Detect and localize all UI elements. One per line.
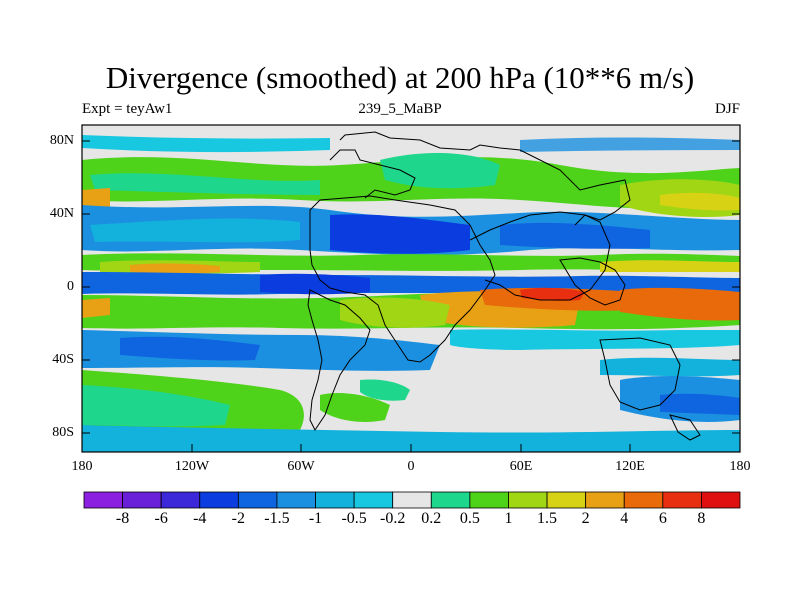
colorbar-swatch: [546, 491, 587, 509]
colorbar-label: 1: [504, 510, 513, 527]
lat-label-80s: 80S: [52, 425, 74, 440]
lat-label-40s: 40S: [52, 352, 74, 367]
colorbar-swatch: [83, 491, 123, 509]
colorbar-swatch: [160, 491, 201, 509]
colorbar-label: -0.5: [341, 510, 367, 527]
season-label: DJF: [714, 101, 740, 117]
colorbar-label: 6: [658, 510, 667, 527]
lat-label-80n: 80N: [49, 133, 74, 148]
colorbar-label: -4: [193, 510, 207, 527]
experiment-label: Expt = teyAw1: [82, 101, 173, 117]
colorbar-label: -2: [231, 510, 245, 527]
colorbar-swatch: [237, 491, 278, 509]
colorbar-label: 8: [697, 510, 706, 527]
colorbar-swatch: [315, 491, 355, 509]
colorbar-swatch: [430, 491, 471, 509]
lon-label-120e: 120E: [615, 459, 645, 474]
lat-label-40n: 40N: [49, 206, 74, 221]
colorbar-label: -0.2: [380, 510, 406, 527]
colorbar-swatch: [701, 491, 741, 509]
colorbar-swatch: [623, 491, 664, 509]
map-title: Divergence (smoothed) at 200 hPa (10**6 …: [105, 60, 695, 95]
colorbar-swatch: [199, 491, 239, 509]
colorbar-swatch: [469, 491, 509, 509]
colorbar-swatch: [585, 491, 625, 509]
continent-outlines: [307, 131, 701, 441]
colorbar-label: 4: [620, 510, 629, 527]
colorbar: [83, 491, 741, 509]
colorbar-swatch: [662, 491, 702, 509]
lon-label-120w: 120W: [174, 459, 210, 474]
colorbar-label: -1.5: [264, 510, 290, 527]
period-label: 239_5_MaBP: [358, 101, 442, 117]
lon-label-180w: 180: [71, 459, 93, 474]
colorbar-label: -6: [154, 510, 168, 527]
lon-label-0: 0: [407, 459, 415, 474]
colorbar-swatch: [122, 491, 162, 509]
divergence-field: [82, 125, 740, 452]
x-ticks: [81, 444, 741, 452]
lon-label-180e: 180: [729, 459, 751, 474]
colorbar-label: -8: [115, 510, 130, 527]
colorbar-swatch: [508, 491, 548, 509]
y-ticks: [82, 140, 740, 434]
lon-label-60w: 60W: [287, 459, 315, 474]
colorbar-label: 1.5: [537, 510, 558, 527]
lat-label-eq: 0: [67, 279, 74, 294]
colorbar-swatch: [392, 491, 432, 509]
colorbar-swatch: [353, 491, 394, 509]
colorbar-label: 0.2: [421, 510, 442, 527]
colorbar-label: 0.5: [459, 510, 480, 527]
colorbar-label: 2: [581, 510, 590, 527]
lon-label-60e: 60E: [509, 459, 533, 474]
colorbar-label: -1: [308, 510, 323, 527]
colorbar-swatch: [276, 491, 316, 509]
